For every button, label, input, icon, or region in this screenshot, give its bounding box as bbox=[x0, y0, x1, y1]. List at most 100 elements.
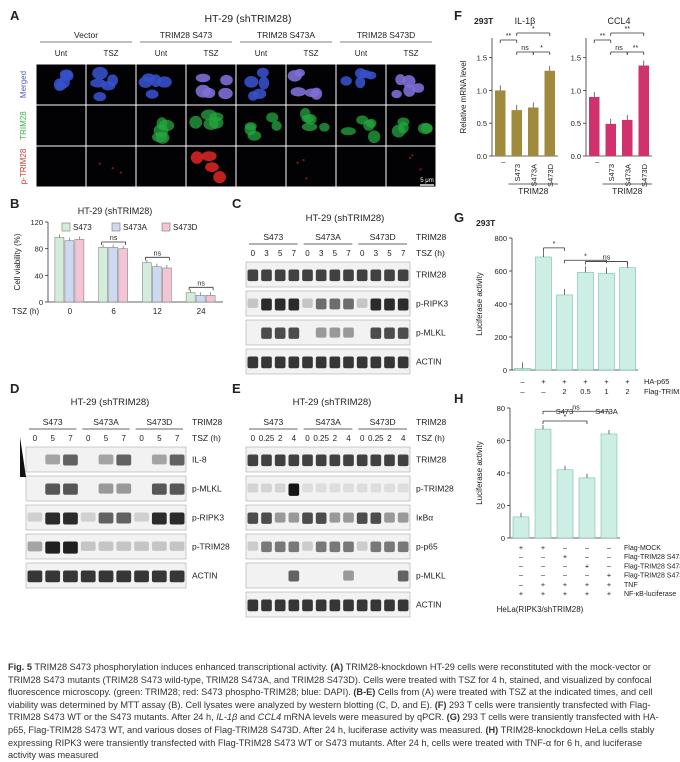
panel-b-ylabel: Cell viability (%) bbox=[13, 233, 22, 290]
blot-band bbox=[247, 298, 259, 308]
panel-f1-title: IL-1β bbox=[515, 16, 536, 26]
nucleus-spot bbox=[301, 114, 314, 123]
panel-e-time-label: TSZ (h) bbox=[416, 433, 445, 443]
caption-be-text: Cells from (A) were treated with TSZ at … bbox=[8, 687, 653, 710]
panel-h-row-2-val-4: – bbox=[607, 561, 611, 570]
blot-band bbox=[247, 483, 259, 493]
blot-band bbox=[384, 269, 395, 282]
blot-band bbox=[261, 541, 272, 553]
panel-b-bar bbox=[54, 237, 65, 303]
caption-h-tag: (H) bbox=[485, 724, 499, 735]
panel-b-xtick-label-3: 24 bbox=[197, 307, 206, 316]
panel-d-blot-label-3: p-TRIM28 bbox=[192, 542, 230, 552]
panel-h-row-4-val-0: – bbox=[519, 580, 523, 589]
blot-band bbox=[397, 298, 409, 311]
panel-f1-xtick-1: S473 bbox=[513, 164, 522, 182]
nucleus-spot bbox=[247, 130, 262, 141]
blot-band bbox=[329, 356, 341, 369]
panel-h-row-3-val-4: + bbox=[607, 571, 611, 580]
faint-signal bbox=[411, 154, 414, 157]
panel-a-cond-5: TSZ bbox=[303, 49, 318, 58]
nucleus-spot bbox=[93, 92, 107, 102]
panel-b-legend-label-0: S473 bbox=[73, 223, 92, 232]
panel-e-time-3: 4 bbox=[292, 434, 297, 443]
blot-band bbox=[274, 599, 286, 612]
panel-a-row-1: TRIM28 bbox=[19, 111, 28, 140]
blot-band bbox=[27, 512, 43, 522]
nucleus-spot bbox=[145, 89, 159, 99]
panel-g-cell: 293T bbox=[476, 218, 496, 228]
blot-band bbox=[370, 356, 382, 369]
blot-band bbox=[261, 327, 272, 339]
blot-band bbox=[302, 483, 313, 493]
blot-band bbox=[274, 541, 286, 553]
faint-signal bbox=[302, 158, 305, 162]
panel-g-ylabel: Luciferase activity bbox=[475, 272, 484, 336]
nucleus-spot bbox=[301, 122, 318, 132]
panel-c-time-4: 0 bbox=[305, 249, 310, 258]
blot-band bbox=[134, 512, 149, 522]
panel-g-sig-1-label: * bbox=[584, 253, 587, 260]
blot-band bbox=[370, 599, 382, 612]
blot-band bbox=[384, 327, 395, 339]
panel-h-bar bbox=[556, 469, 574, 539]
blot-band bbox=[356, 541, 368, 551]
panel-b-bar bbox=[185, 292, 196, 303]
blot-band bbox=[288, 541, 300, 553]
panel-d-blot-label-1: p-MLKL bbox=[192, 484, 222, 494]
panel-h-row-3-val-1: – bbox=[541, 571, 545, 580]
caption-be-tag: (B-E) bbox=[353, 687, 376, 698]
panel-f1-bar bbox=[528, 107, 539, 156]
panel-a-group-0: Vector bbox=[74, 30, 98, 40]
panel-h-row-label-5: NF-κB-luciferase bbox=[624, 591, 676, 598]
panel-e-blot-label-2: IκBα bbox=[416, 513, 433, 523]
nucleus-spot bbox=[213, 170, 226, 184]
blot-band bbox=[302, 269, 313, 282]
blot-band bbox=[370, 541, 382, 553]
blot-band bbox=[45, 512, 61, 525]
blot-band bbox=[274, 454, 286, 467]
blot-band bbox=[63, 483, 78, 495]
blot-band bbox=[274, 269, 286, 282]
panel-e-time-11: 4 bbox=[401, 434, 406, 443]
panel-f2-ytick-label-1: 0.5 bbox=[571, 119, 581, 128]
panel-c-time-3: 7 bbox=[292, 249, 297, 258]
figure-canvas: A HT-29 (shTRIM28) Vector TRIM28 S473 TRIM28… bbox=[10, 8, 680, 618]
blot-band bbox=[116, 570, 132, 583]
panel-h-bar bbox=[600, 433, 618, 539]
panel-c-time-7: 7 bbox=[346, 249, 351, 258]
nucleus-spot bbox=[60, 70, 74, 82]
blot-band bbox=[261, 356, 272, 369]
blot-band bbox=[397, 570, 409, 582]
panel-e-time-8: 0 bbox=[360, 434, 365, 443]
blot-band bbox=[151, 454, 167, 465]
blot-band bbox=[397, 483, 409, 493]
nucleus-spot bbox=[294, 68, 305, 77]
panel-a-letter: A bbox=[10, 8, 20, 23]
panel-b-bar bbox=[98, 247, 108, 303]
panel-d-blot-label-2: p-RIPK3 bbox=[192, 513, 224, 523]
panel-g-ytick-label-3: 600 bbox=[494, 267, 507, 276]
panel-g-row-0-val-3: + bbox=[583, 377, 588, 386]
blot-band bbox=[302, 512, 313, 524]
panel-f1-sig-2-label: ns bbox=[521, 45, 529, 52]
blot-band bbox=[169, 570, 185, 583]
panel-e-time-2: 2 bbox=[278, 434, 283, 443]
panel-f1-ytick-label-1: 0.5 bbox=[477, 119, 487, 128]
blot-band bbox=[315, 327, 327, 338]
blot-band bbox=[151, 483, 167, 495]
blot-band bbox=[169, 512, 185, 525]
blot-band bbox=[288, 327, 300, 339]
faint-signal bbox=[119, 171, 122, 174]
blot-band bbox=[329, 298, 341, 310]
panel-d-time-5: 7 bbox=[122, 434, 127, 443]
panel-f1-bar bbox=[544, 70, 555, 156]
blot-band bbox=[169, 454, 185, 466]
panel-f2-sig-2-label: ns bbox=[615, 45, 623, 52]
blot-band bbox=[27, 541, 43, 552]
panel-d-letter: D bbox=[10, 381, 19, 396]
panel-f1-sig-0-label: ** bbox=[506, 33, 512, 40]
panel-h-row-3-val-2: – bbox=[563, 571, 567, 580]
